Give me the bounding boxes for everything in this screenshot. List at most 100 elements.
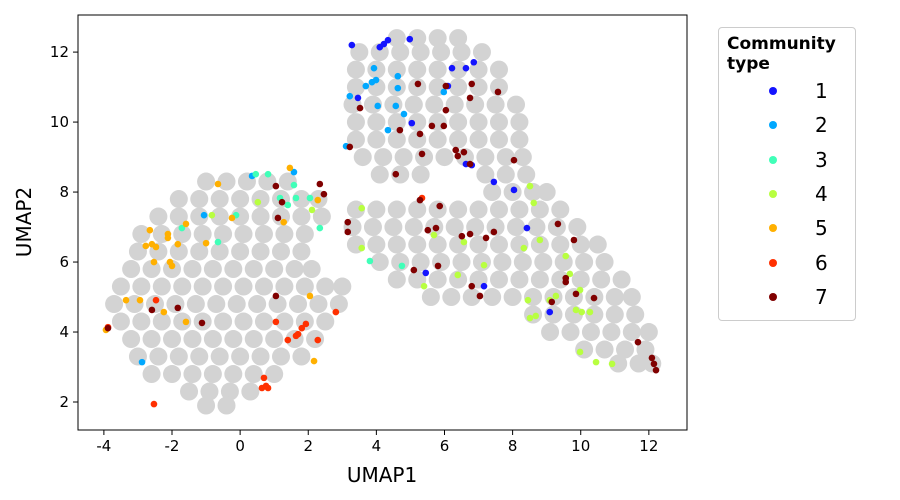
background-point: [268, 295, 287, 314]
point: [476, 292, 484, 300]
point: [578, 308, 586, 316]
point: [572, 306, 580, 314]
point: [416, 130, 424, 138]
point: [480, 261, 488, 269]
background-point: [588, 235, 607, 254]
point: [414, 80, 422, 88]
point: [182, 318, 190, 326]
background-point: [534, 253, 553, 272]
point: [332, 308, 340, 316]
background-point: [404, 218, 423, 237]
point: [434, 262, 442, 270]
point: [592, 358, 600, 366]
background-point: [370, 43, 389, 62]
y-tick-label: 12: [50, 43, 69, 61]
point: [366, 257, 374, 265]
background-point: [483, 183, 502, 202]
point: [260, 374, 268, 382]
point: [494, 88, 502, 96]
background-point: [251, 347, 270, 366]
point: [524, 296, 532, 304]
legend-entry: 1: [727, 74, 847, 108]
background-point: [486, 95, 505, 114]
background-point: [449, 200, 468, 219]
background-point: [217, 172, 236, 191]
background-point: [541, 323, 560, 342]
point: [384, 36, 392, 44]
point: [358, 244, 366, 252]
background-point: [537, 183, 556, 202]
background-point: [214, 225, 233, 244]
background-point: [295, 277, 314, 296]
background-point: [387, 29, 406, 48]
point: [272, 292, 280, 300]
background-point: [408, 200, 427, 219]
point: [182, 220, 190, 228]
background-point: [510, 113, 529, 132]
background-point: [203, 365, 222, 384]
point: [368, 78, 376, 86]
point: [214, 180, 222, 188]
background-point: [353, 148, 372, 167]
point: [562, 252, 570, 260]
point: [440, 122, 448, 130]
background-point: [217, 396, 236, 415]
legend-marker: [769, 224, 777, 233]
point: [198, 319, 206, 327]
background-point: [203, 260, 222, 279]
point: [264, 170, 272, 178]
background-point: [530, 235, 549, 254]
background-point: [132, 277, 151, 296]
point: [306, 194, 314, 202]
background-point: [163, 365, 182, 384]
point: [520, 244, 528, 252]
background-point: [180, 382, 199, 401]
background-point: [626, 305, 645, 324]
background-point: [411, 43, 430, 62]
background-point: [234, 277, 253, 296]
background-point: [251, 207, 270, 226]
point: [576, 348, 584, 356]
background-point: [472, 253, 491, 272]
background-point: [581, 323, 600, 342]
background-point: [183, 260, 202, 279]
background-point: [363, 218, 382, 237]
background-point: [254, 312, 273, 331]
background-point: [173, 312, 192, 331]
background-point: [169, 207, 188, 226]
background-point: [605, 305, 624, 324]
background-point: [510, 235, 529, 254]
point: [320, 190, 328, 198]
point: [470, 58, 478, 66]
point: [152, 296, 160, 304]
background-point: [292, 207, 311, 226]
point: [490, 178, 498, 186]
background-point: [367, 113, 386, 132]
y-tick-label: 2: [59, 393, 69, 411]
point: [652, 366, 660, 374]
background-point: [636, 340, 655, 359]
legend-entry: 6: [727, 245, 847, 279]
background-point: [152, 312, 171, 331]
background-point: [142, 365, 161, 384]
background-point: [302, 260, 321, 279]
point: [448, 64, 456, 72]
background-point: [186, 295, 205, 314]
point: [590, 294, 598, 302]
x-tick-label: 12: [639, 437, 658, 455]
background-point: [309, 295, 328, 314]
background-point: [449, 113, 468, 132]
legend: Community type 1 2 3 4 5 6 7: [718, 27, 856, 321]
background-point: [510, 130, 529, 149]
background-point: [404, 95, 423, 114]
background-point: [411, 165, 430, 184]
background-point: [210, 347, 229, 366]
point: [548, 298, 556, 306]
background-point: [370, 165, 389, 184]
background-point: [452, 43, 471, 62]
point: [466, 94, 474, 102]
legend-label: 2: [815, 113, 828, 138]
background-point: [428, 270, 447, 289]
point: [254, 198, 262, 206]
background-point: [428, 60, 447, 79]
